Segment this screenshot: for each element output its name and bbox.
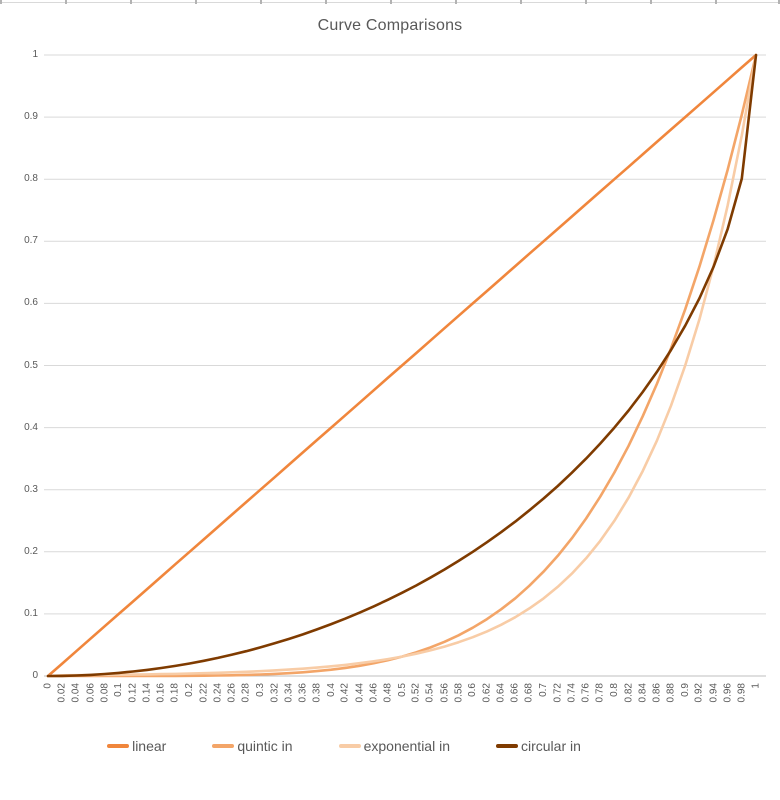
- x-axis-tick-label: 0: [42, 683, 54, 689]
- x-axis-tick-label: 0.86: [651, 683, 663, 703]
- x-axis-tick-label: 0.88: [665, 683, 677, 703]
- worksheet-column-tick: [715, 0, 717, 4]
- x-axis-tick-label: 0.54: [424, 683, 436, 703]
- x-axis-tick-label: 0.8: [608, 683, 620, 697]
- x-axis-tick-label: 0.78: [594, 683, 606, 703]
- x-axis-tick-label: 0.1: [113, 683, 125, 697]
- worksheet-column-tick: [520, 0, 522, 4]
- x-axis-tick-label: 0.5: [396, 683, 408, 697]
- x-axis-tick-label: 0.46: [368, 683, 380, 703]
- y-axis-tick-label: 0.3: [24, 483, 38, 495]
- x-axis-tick-label: 0.44: [354, 683, 366, 703]
- worksheet-column-tick: [650, 0, 652, 4]
- x-axis-tick-label: 0.96: [722, 683, 734, 703]
- x-axis-tick-label: 0.7: [538, 683, 550, 697]
- legend-line-swatch: [107, 744, 130, 748]
- x-axis-tick-label: 0.76: [580, 683, 592, 703]
- legend-label: quintic in: [237, 738, 293, 754]
- chart-title[interactable]: Curve Comparisons: [317, 17, 463, 34]
- x-axis-tick-label: 0.98: [736, 683, 748, 703]
- legend-line-swatch: [212, 744, 235, 748]
- worksheet-column-tick: [0, 0, 2, 4]
- x-axis-tick-label: 0.52: [410, 683, 422, 703]
- worksheet-column-tick: [130, 0, 132, 4]
- legend-item-exponential-in[interactable]: exponential in: [338, 738, 450, 754]
- x-axis-tick-label: 0.42: [339, 683, 351, 703]
- x-axis-tick-label: 0.68: [523, 683, 535, 703]
- x-axis-tick-label: 0.34: [283, 683, 295, 703]
- y-axis-tick-label: 1: [32, 49, 38, 60]
- y-axis-tick-label: 0.9: [24, 111, 38, 123]
- x-axis-tick-label: 0.04: [70, 683, 82, 703]
- worksheet-column-tick: [455, 0, 457, 4]
- legend-label: circular in: [521, 738, 581, 754]
- x-axis-tick-label: 0.58: [453, 683, 465, 703]
- x-axis-tick-label: 0.74: [566, 683, 578, 703]
- x-axis-tick-label: 0.66: [509, 683, 521, 703]
- x-axis-tick-label: 0.02: [56, 683, 68, 703]
- y-axis-tick-label: 0.1: [24, 607, 38, 619]
- x-axis-tick-label: 0.24: [212, 683, 224, 703]
- x-axis-tick-label: 0.38: [311, 683, 323, 703]
- y-axis-tick-label: 0.6: [24, 297, 38, 309]
- legend-item-circular-in[interactable]: circular in: [496, 738, 581, 754]
- worksheet-column-tick: [585, 0, 587, 4]
- y-axis-tick-label: 0.4: [24, 421, 38, 433]
- worksheet-column-tick: [65, 0, 67, 4]
- x-axis-tick-label: 0.08: [99, 683, 111, 703]
- x-axis-tick-label: 0.9: [679, 683, 691, 697]
- x-axis-tick-label: 0.82: [623, 683, 635, 703]
- x-axis-tick-label: 0.28: [240, 683, 252, 703]
- y-axis-tick-label: 0.7: [24, 235, 38, 247]
- x-axis-tick-label: 0.12: [127, 683, 139, 703]
- x-axis-tick-label: 0.16: [155, 683, 167, 703]
- x-axis-tick-label: 0.94: [708, 683, 720, 703]
- legend-label: exponential in: [363, 738, 450, 754]
- x-axis-tick-label: 0.18: [169, 683, 181, 703]
- x-axis-tick-label: 0.72: [552, 683, 564, 703]
- x-axis-tick-label: 0.22: [198, 683, 210, 703]
- legend-line-swatch: [338, 744, 361, 748]
- x-axis-tick-label: 0.14: [141, 683, 153, 703]
- worksheet-column-tick: [260, 0, 262, 4]
- x-axis-tick-label: 0.4: [325, 683, 337, 697]
- worksheet-column-tick: [195, 0, 197, 4]
- y-axis-tick-label: 0.5: [24, 359, 38, 371]
- x-axis-tick-label: 0.92: [693, 683, 705, 703]
- worksheet-column-tick: [778, 0, 780, 4]
- x-axis-tick-label: 1: [750, 683, 762, 689]
- x-axis-tick-label: 0.06: [84, 683, 96, 703]
- series-line-circular-in[interactable]: [46, 53, 758, 678]
- y-axis-tick-label: 0.2: [24, 545, 38, 557]
- series-line-linear[interactable]: [46, 53, 758, 678]
- x-axis-tick-label: 0.56: [438, 683, 450, 703]
- legend-label: linear: [132, 738, 167, 754]
- y-axis-tick-label: 0: [32, 670, 38, 681]
- x-axis-tick-label: 0.62: [481, 683, 493, 703]
- x-axis-tick-label: 0.32: [269, 683, 281, 703]
- x-axis-tick-label: 0.3: [254, 683, 266, 697]
- x-axis-tick-label: 0.26: [226, 683, 238, 703]
- x-axis-tick-label: 0.6: [467, 683, 479, 697]
- worksheet-top-edge: [0, 0, 780, 5]
- legend-item-quintic-in[interactable]: quintic in: [212, 738, 293, 754]
- legend-item-linear[interactable]: linear: [107, 738, 166, 754]
- legend-line-swatch: [496, 744, 518, 748]
- x-axis-tick-label: 0.36: [297, 683, 309, 703]
- y-axis-tick-label: 0.8: [24, 173, 38, 185]
- worksheet-column-tick: [390, 0, 392, 4]
- x-axis-tick-label: 0.84: [637, 683, 649, 703]
- x-axis-tick-label: 0.48: [382, 683, 394, 703]
- legend[interactable]: linear quintic in exponential in circular i…: [0, 738, 734, 754]
- x-axis-tick-label: 0.64: [495, 683, 507, 703]
- series-line-exponential-in[interactable]: [46, 53, 758, 678]
- worksheet-column-tick: [325, 0, 327, 4]
- x-axis-tick-label: 0.2: [184, 683, 196, 697]
